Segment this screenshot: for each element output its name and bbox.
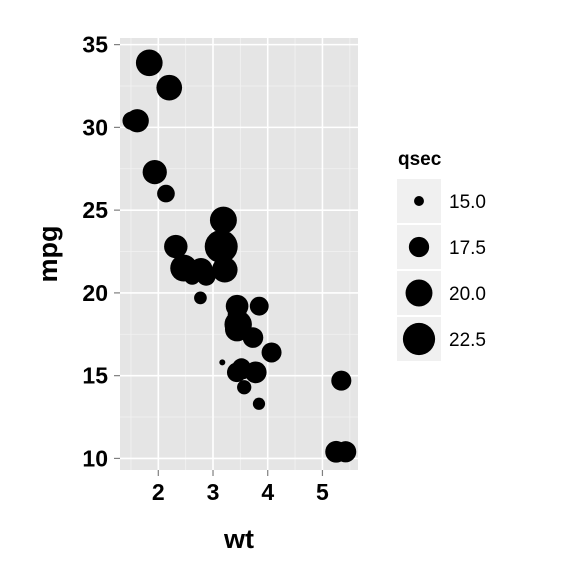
data-point [249, 296, 269, 316]
y-tick-label: 10 [82, 445, 108, 471]
data-point [211, 256, 238, 283]
legend-key-symbol [405, 279, 433, 307]
major-gridlines [120, 38, 358, 470]
legend-key-symbol [408, 236, 430, 258]
data-point [194, 291, 207, 305]
x-axis-title: wt [223, 524, 254, 554]
data-point [331, 370, 352, 391]
data-point [242, 327, 264, 348]
data-point [142, 159, 167, 185]
data-points [122, 49, 357, 463]
data-point [237, 380, 252, 395]
x-tick-label: 5 [316, 479, 329, 505]
data-point [156, 74, 183, 101]
x-tick-label: 3 [207, 479, 220, 505]
data-point [164, 234, 188, 259]
data-point [240, 372, 248, 380]
data-point [189, 257, 213, 282]
axis-ticks [114, 44, 324, 476]
data-point [157, 184, 175, 203]
x-tick-label: 2 [152, 479, 165, 505]
data-point [335, 441, 357, 463]
x-tick-label: 4 [261, 479, 274, 505]
legend-label: 20.0 [449, 284, 486, 305]
data-point [261, 342, 282, 363]
y-tick-label: 35 [82, 32, 108, 58]
legend-key-symbol [414, 196, 424, 206]
x-tick-labels: 2 3 4 5 [152, 479, 329, 505]
data-point [219, 359, 226, 366]
y-tick-label: 20 [82, 280, 108, 306]
y-tick-label: 25 [82, 197, 108, 223]
legend-title: qsec [398, 149, 442, 170]
size-legend: qsec 15.0 17.5 20.0 22.5 [397, 149, 486, 361]
data-point [204, 230, 238, 264]
legend-key-symbol [402, 322, 436, 356]
legend-label: 22.5 [449, 330, 486, 351]
y-tick-labels: 10 15 20 25 30 35 [82, 32, 108, 472]
legend-label: 17.5 [449, 238, 486, 259]
plot-panel [120, 38, 358, 470]
y-tick-label: 30 [82, 114, 108, 140]
data-point [122, 111, 141, 130]
data-point [135, 49, 163, 77]
data-point [225, 294, 249, 318]
y-axis-title: mpg [33, 226, 63, 283]
data-point [209, 206, 237, 234]
data-point [252, 397, 266, 410]
y-tick-label: 15 [82, 363, 108, 389]
legend-keys: 15.0 17.5 20.0 22.5 [397, 179, 486, 361]
legend-label: 15.0 [449, 192, 486, 213]
